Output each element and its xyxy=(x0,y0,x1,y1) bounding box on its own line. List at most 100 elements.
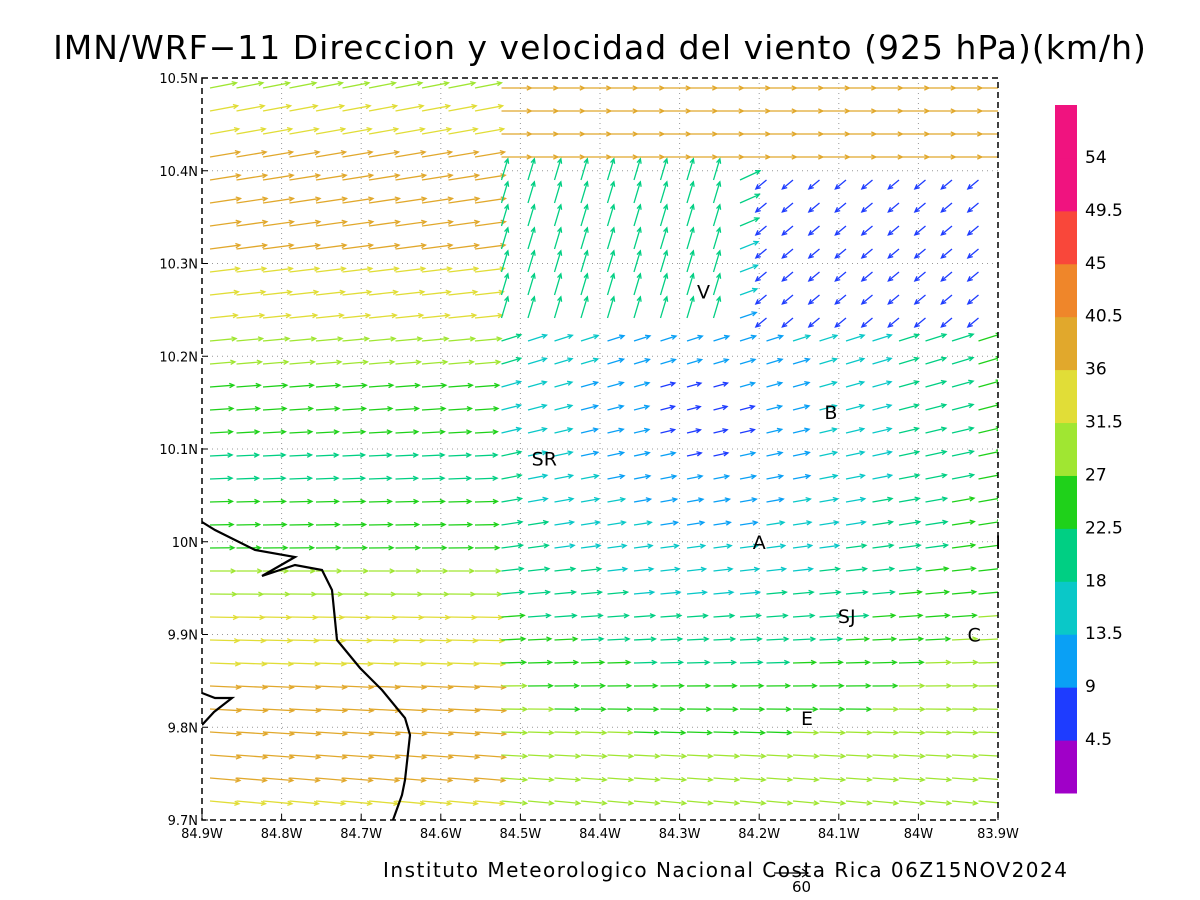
wind-arrow xyxy=(421,406,447,412)
wind-arrow xyxy=(807,225,820,236)
wind-arrow xyxy=(342,196,375,204)
wind-arrow xyxy=(845,333,866,342)
wind-arrow xyxy=(342,452,367,458)
wind-arrow xyxy=(819,496,840,503)
wind-arrow xyxy=(978,449,998,457)
wind-arrow xyxy=(860,294,873,305)
wind-arrow xyxy=(633,520,653,526)
wind-arrow xyxy=(500,203,510,227)
wind-arrow xyxy=(554,753,582,759)
lat-tick-label: 9.7N xyxy=(168,814,198,829)
wind-arrow xyxy=(860,179,873,190)
wind-arrow xyxy=(686,497,705,503)
wind-arrow xyxy=(448,242,481,250)
wind-arrow xyxy=(289,103,319,112)
wind-arrow xyxy=(660,613,683,619)
wind-arrow xyxy=(607,776,635,783)
wind-arrow xyxy=(395,219,428,227)
place-label-c: C xyxy=(967,625,980,647)
wind-arrow xyxy=(686,295,695,319)
wind-arrow xyxy=(554,636,579,642)
wind-arrow xyxy=(925,426,948,434)
wind-arrow xyxy=(860,202,873,213)
wind-arrow xyxy=(633,613,657,619)
wind-arrow xyxy=(872,426,893,434)
wind-arrow xyxy=(712,203,722,227)
wind-arrow xyxy=(792,497,812,503)
wind-arrow xyxy=(633,450,651,457)
wind-arrow xyxy=(686,636,710,642)
wind-arrow xyxy=(686,753,714,759)
wind-arrow xyxy=(580,636,605,642)
wind-arrow xyxy=(262,382,289,389)
wind-arrow xyxy=(395,637,426,644)
wind-arrow xyxy=(395,429,420,435)
wind-arrow xyxy=(872,380,893,388)
wind-arrow xyxy=(368,777,401,783)
wind-arrow xyxy=(527,180,536,204)
colorbar-segment xyxy=(1055,528,1077,582)
wind-arrow xyxy=(474,800,506,807)
wind-arrow xyxy=(209,777,242,783)
wind-arrow xyxy=(819,131,851,137)
wind-arrow xyxy=(342,545,369,551)
wind-arrow xyxy=(792,800,820,806)
wind-arrow xyxy=(209,800,241,807)
wind-arrow xyxy=(315,800,347,807)
wind-arrow xyxy=(792,427,811,434)
wind-arrow xyxy=(754,294,767,305)
wind-arrow xyxy=(315,196,349,204)
wind-arrow xyxy=(315,406,341,412)
wind-arrow xyxy=(860,248,873,259)
wind-arrow xyxy=(368,545,395,551)
wind-arrow xyxy=(898,426,921,434)
wind-arrow xyxy=(607,108,639,114)
wind-arrow xyxy=(925,636,952,642)
wind-arrow xyxy=(606,203,616,227)
wind-arrow xyxy=(262,219,295,227)
wind-arrow xyxy=(766,131,798,137)
wind-arrow xyxy=(872,589,896,596)
wind-arrow xyxy=(607,753,635,759)
wind-arrow xyxy=(660,451,677,457)
wind-arrow xyxy=(951,776,979,783)
wind-arrow xyxy=(554,450,574,457)
wind-arrow xyxy=(209,219,242,227)
wind-arrow xyxy=(951,753,979,759)
wind-arrow xyxy=(474,80,504,89)
wind-arrow xyxy=(792,357,811,365)
wind-arrow xyxy=(633,334,652,342)
wind-arrow xyxy=(236,475,261,482)
wind-arrow xyxy=(474,661,507,667)
wind-arrow xyxy=(236,242,269,250)
wind-arrow xyxy=(289,406,315,412)
lat-tick-label: 10.3N xyxy=(159,258,198,273)
wind-arrow xyxy=(209,150,242,158)
wind-arrow xyxy=(236,80,265,89)
wind-arrow xyxy=(713,566,734,573)
wind-arrow xyxy=(554,473,575,480)
wind-arrow xyxy=(448,406,474,412)
wind-arrow xyxy=(660,404,677,411)
wind-arrow xyxy=(634,85,666,91)
wind-arrow xyxy=(845,776,873,783)
wind-arrow xyxy=(951,519,976,526)
wind-arrow xyxy=(633,776,661,783)
wind-arrow xyxy=(660,497,679,503)
wind-arrow xyxy=(315,614,346,621)
wind-arrow xyxy=(659,249,669,273)
wind-arrow xyxy=(845,403,866,411)
wind-arrow xyxy=(633,295,642,319)
wind-arrow xyxy=(501,108,533,114)
wind-arrow xyxy=(368,591,397,597)
wind-arrow xyxy=(633,249,642,273)
wind-arrow xyxy=(766,706,792,712)
wind-arrow xyxy=(421,312,451,319)
wind-arrow xyxy=(262,498,288,505)
wind-arrow xyxy=(289,614,319,621)
lat-lon-grid xyxy=(202,78,998,820)
wind-arrow xyxy=(342,289,373,296)
wind-arrow xyxy=(289,800,321,807)
wind-arrow xyxy=(686,358,704,365)
wind-arrow xyxy=(236,219,269,227)
